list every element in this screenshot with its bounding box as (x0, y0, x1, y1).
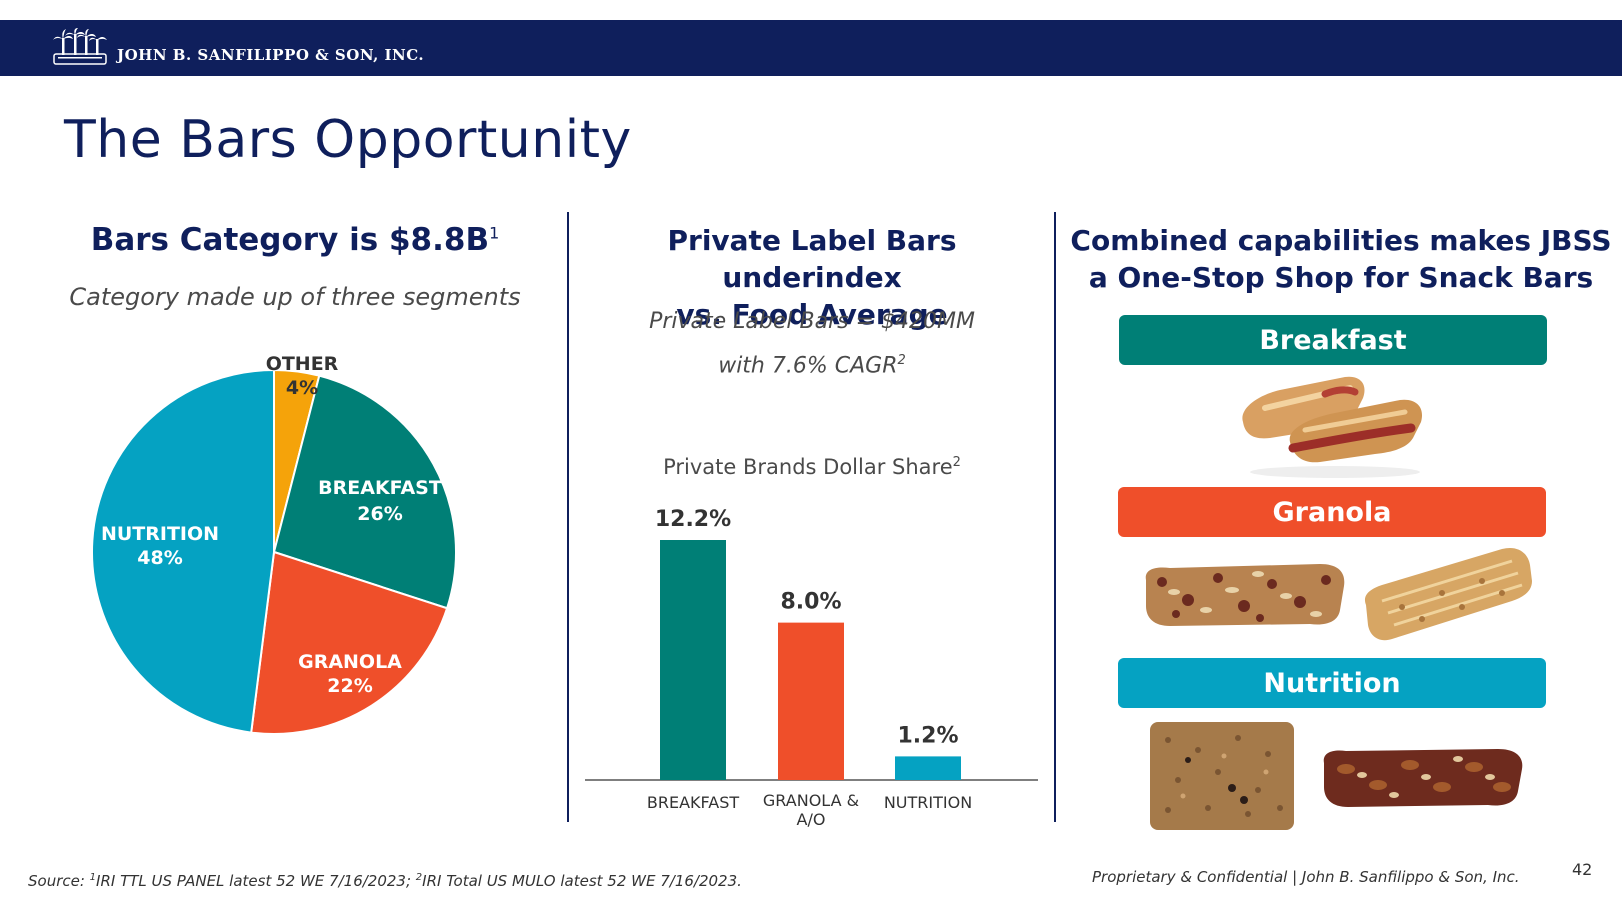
bar-chart-title: Private Brands Dollar Share2 (575, 455, 1049, 479)
pie-value-nutrition: 48% (137, 547, 182, 569)
pie-value-other: 4% (286, 377, 318, 399)
right-heading-line2: a One-Stop Shop for Snack Bars (1088, 261, 1594, 294)
middle-sub-footnote: 2 (897, 353, 906, 368)
granola-pill: Granola (1118, 487, 1546, 537)
palm-tree-logo-icon (53, 28, 107, 65)
breakfast-pill: Breakfast (1119, 315, 1547, 365)
nutrition-pill: Nutrition (1118, 658, 1546, 708)
pie-label-breakfast: BREAKFAST (318, 477, 442, 499)
private-brands-bar-chart: 12.2% BREAKFAST 8.0% GRANOLA & A/O 1.2% NUTRIT… (585, 507, 1038, 829)
bar-chart-title-text: Private Brands Dollar Share (663, 455, 953, 479)
bar-value-label-granola-a-o: 8.0% (780, 590, 841, 615)
right-heading: Combined capabilities makes JBSS a One-S… (1060, 222, 1622, 296)
middle-sub-line2-text: with 7.6% CAGR (718, 353, 898, 379)
middle-heading-line2: vs. Food Average (676, 298, 948, 331)
pie-slice-nutrition (91, 368, 275, 734)
pie-value-breakfast: 26% (357, 503, 402, 525)
bar-value-label-breakfast: 12.2% (655, 507, 731, 532)
granola-bar-image-1 (1145, 564, 1345, 626)
left-heading-text: Bars Category is $8.8B (90, 222, 490, 258)
header-bar (0, 20, 1622, 76)
left-heading: Bars Category is $8.8B1 (40, 222, 550, 258)
pie-slice-breakfast (272, 374, 457, 610)
bar-category-label-nutrition: NUTRITION (884, 793, 972, 812)
bar-nutrition (895, 756, 961, 780)
middle-sub-line1: Private Label Bars = $420MM (649, 309, 975, 334)
source-footnote-1: 1 (89, 872, 97, 883)
source-part-1: IRI TTL US PANEL latest 52 WE 7/16/2023; (96, 872, 416, 890)
bar-granola-a-o (778, 622, 844, 780)
pie-label-other: OTHER (266, 353, 339, 375)
pie-value-granola: 22% (327, 675, 372, 697)
page-title: The Bars Opportunity (64, 110, 632, 170)
granola-bar-image-2 (1364, 547, 1532, 641)
company-name: JOHN B. SANFILIPPO & SON, INC. (117, 46, 425, 64)
footer-source: Source: 1IRI TTL US PANEL latest 52 WE 7… (28, 872, 742, 890)
middle-subheading: Private Label Bars = $420MM with 7.6% CA… (575, 302, 1049, 385)
nutrition-bar-image-2 (1323, 749, 1523, 807)
nutrition-bar-image-1 (1150, 722, 1294, 830)
bar-chart-title-footnote: 2 (952, 455, 961, 470)
pie-slice-granola (250, 550, 449, 735)
breakfast-bar-image (1242, 376, 1423, 478)
proprietary-notice: Proprietary & Confidential | John B. San… (1092, 868, 1520, 886)
right-heading-line1: Combined capabilities makes JBSS (1070, 224, 1612, 257)
pie-label-granola: GRANOLA (298, 651, 402, 673)
bar-value-label-nutrition: 1.2% (897, 723, 958, 748)
bar-category-label-granola-a-o: GRANOLA & A/O (763, 791, 859, 829)
bar-breakfast (660, 540, 726, 780)
left-subheading: Category made up of three segments (69, 283, 521, 311)
column-divider-right (1054, 212, 1056, 822)
top-strip (0, 0, 1622, 20)
bar-category-label-breakfast: BREAKFAST (647, 793, 739, 812)
left-heading-footnote: 1 (489, 223, 500, 243)
source-footnote-2: 2 (415, 872, 423, 883)
pie-label-nutrition: NUTRITION (101, 523, 219, 545)
source-prefix: Source: (28, 872, 90, 890)
column-divider-left (567, 212, 569, 822)
middle-sub-line2: with 7.6% CAGR2 (575, 341, 1049, 385)
source-part-2: IRI Total US MULO latest 52 WE 7/16/2023… (422, 872, 742, 890)
middle-heading: Private Label Bars underindex vs. Food A… (575, 222, 1049, 333)
page-number: 42 (1572, 860, 1593, 879)
middle-heading-line1: Private Label Bars underindex (667, 224, 957, 294)
